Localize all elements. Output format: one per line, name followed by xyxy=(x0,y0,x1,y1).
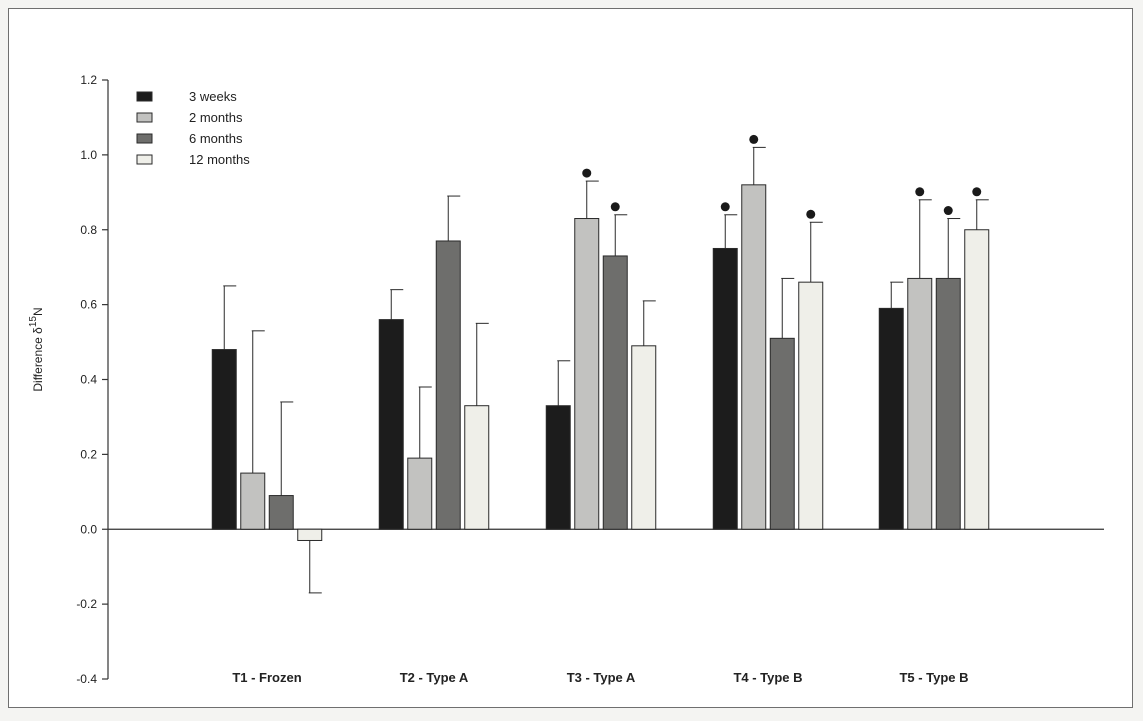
significance-marker xyxy=(972,187,982,197)
legend-swatch xyxy=(136,154,153,165)
y-tick-label: -0.4 xyxy=(76,672,97,686)
bar xyxy=(935,277,961,530)
legend-label: 6 months xyxy=(189,131,243,146)
legend-swatch xyxy=(136,133,153,144)
y-axis-label-superscript: 15 xyxy=(28,316,39,328)
bar xyxy=(297,528,323,541)
bar xyxy=(435,240,461,530)
bar xyxy=(268,495,294,530)
y-axis-label-suffix: N xyxy=(31,307,45,316)
bar xyxy=(769,337,795,530)
y-tick-label: 0.6 xyxy=(80,298,97,312)
x-category-label: T5 - Type B xyxy=(899,670,968,685)
bar-chart: -0.4 -0.2 0.0 0.2 0.4 0.6 0.8 1.0 1.2 Difference … xyxy=(28,73,1104,686)
x-category-label: T2 - Type A xyxy=(400,670,469,685)
bar xyxy=(602,255,628,530)
significance-marker xyxy=(806,209,816,219)
significance-marker xyxy=(915,187,925,197)
y-tick-label: 0.4 xyxy=(80,373,97,387)
x-category-label: T4 - Type B xyxy=(733,670,802,685)
chart-frame: -0.4 -0.2 0.0 0.2 0.4 0.6 0.8 1.0 1.2 Difference … xyxy=(8,8,1133,708)
y-tick-label: 1.0 xyxy=(80,148,97,162)
bar xyxy=(545,405,571,530)
significance-marker xyxy=(749,134,759,144)
y-axis-label: Difference δ15N xyxy=(28,307,45,391)
legend-label: 3 weeks xyxy=(189,89,237,104)
legend-label: 2 months xyxy=(189,110,243,125)
y-axis-label-main: Difference δ xyxy=(31,327,45,392)
significance-marker xyxy=(582,168,592,178)
y-tick-label: 0.2 xyxy=(80,447,97,461)
bar xyxy=(211,349,237,530)
x-category-label: T3 - Type A xyxy=(567,670,636,685)
significance-marker xyxy=(943,206,953,216)
bar xyxy=(407,457,433,530)
bar xyxy=(464,405,490,530)
legend-label: 12 months xyxy=(189,152,250,167)
significance-marker xyxy=(610,202,620,212)
legend-swatch xyxy=(136,112,153,123)
x-category-label: T1 - Frozen xyxy=(232,670,301,685)
y-tick-label: -0.2 xyxy=(76,597,97,611)
bar xyxy=(964,229,990,530)
y-tick-label: 1.2 xyxy=(80,73,97,87)
bar xyxy=(378,319,404,530)
y-tick-label: 0.0 xyxy=(80,522,97,536)
bar xyxy=(741,184,767,530)
bar xyxy=(574,218,600,530)
bar xyxy=(798,281,824,530)
bar xyxy=(878,307,904,530)
legend-swatch xyxy=(136,91,153,102)
significance-marker xyxy=(720,202,730,212)
bar xyxy=(907,277,933,530)
bar xyxy=(712,247,738,530)
bar xyxy=(631,345,657,530)
y-tick-label: 0.8 xyxy=(80,223,97,237)
bar xyxy=(240,472,266,530)
